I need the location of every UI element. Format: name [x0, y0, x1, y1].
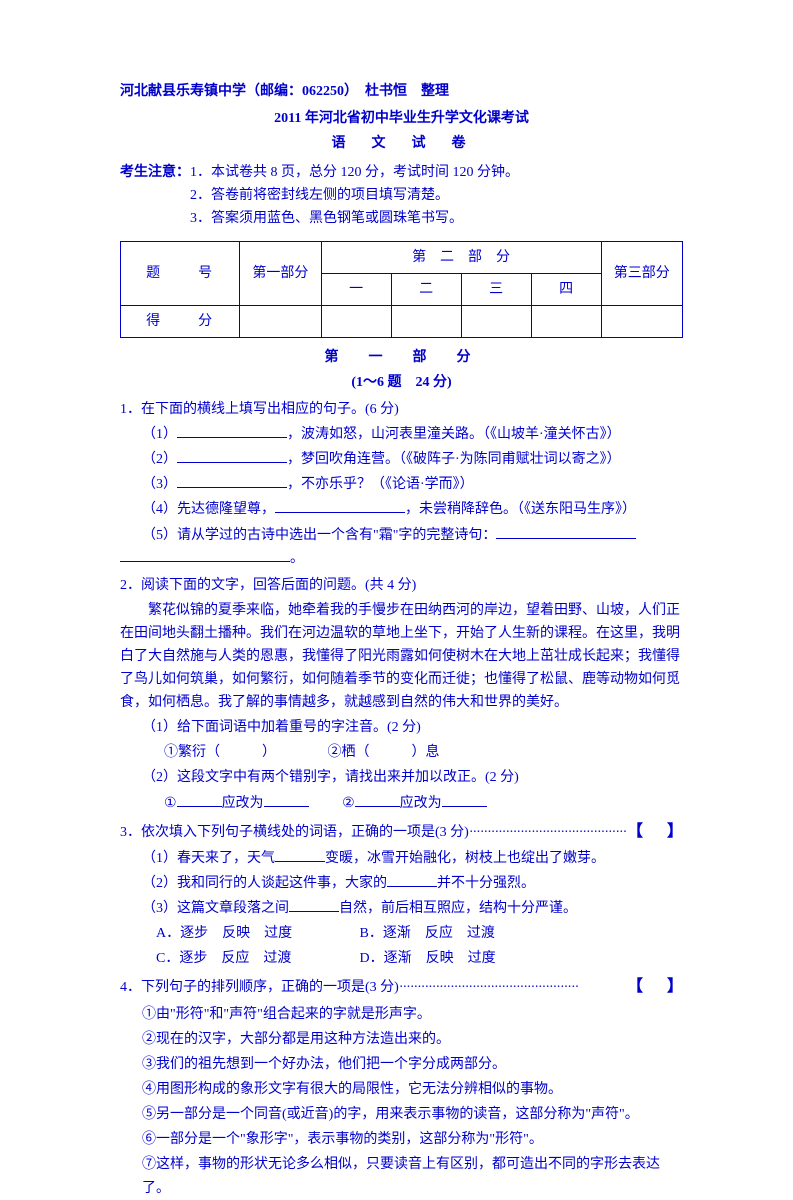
text: （4）先达德隆望尊， [142, 502, 275, 517]
q2-passage: 繁花似锦的夏季来临，她牵着我的手慢步在田纳西河的岸边，望着田野、山坡，人们正在田… [120, 599, 683, 714]
text: 变暖，冰雪开始融化，树枝上也绽出了嫩芽。 [325, 851, 605, 866]
exam-title: 2011 年河北省初中毕业生升学文化课考试 [120, 107, 683, 130]
text: ，波涛如怒，山河表里潼关路。（《山坡羊·潼关怀古》） [287, 427, 621, 442]
cell-part1: 第一部分 [240, 241, 321, 305]
q1-5-line2: 。 [120, 547, 683, 570]
bracket-right: 】 [667, 819, 683, 845]
blank[interactable] [496, 525, 636, 539]
text: ，不亦乐乎？（《论语·学而》） [287, 477, 474, 492]
q2-p2-opts: ① 应改为 ② 应改为 [120, 792, 683, 815]
cell-sub: 四 [531, 273, 601, 305]
notice-label: 考生注意： [120, 161, 190, 184]
q4: 4．下列句子的排列顺序，正确的一项是(3 分) ················… [120, 974, 683, 1000]
q4-s6: ⑥一部分是一个"象形字"，表示事物的类别，这部分称为"形符"。 [120, 1128, 683, 1151]
blank[interactable] [442, 793, 487, 807]
bracket-left: 【 [627, 974, 643, 1000]
text: ①繁衍（ ） [164, 741, 324, 764]
q3-opts-2: C．逐步 反应 过渡 D．逐渐 反映 过度 [120, 947, 683, 970]
q4-s7: ⑦这样，事物的形状无论多么相似，只要读音上有区别，都可造出不同的字形去表达了。 [120, 1153, 683, 1199]
q4-s3: ③我们的祖先想到一个好办法，他们把一个字分成两部分。 [120, 1053, 683, 1076]
q4-s4: ④用图形构成的象形文字有很大的局限性，它无法分辨相似的事物。 [120, 1078, 683, 1101]
blank[interactable] [120, 548, 290, 562]
dots: ········································… [399, 976, 627, 999]
exam-subject: 语 文 试 卷 [120, 132, 683, 155]
cell-sub: 三 [461, 273, 531, 305]
section-head: 第 一 部 分 [120, 346, 683, 369]
cell-blank [461, 305, 531, 337]
option-a: A．逐步 反映 过度 [156, 922, 356, 945]
option-c: C．逐步 反应 过渡 [156, 947, 356, 970]
blank[interactable] [289, 898, 339, 912]
q3-1: （1）春天来了，天气 变暖，冰雪开始融化，树枝上也绽出了嫩芽。 [120, 847, 683, 870]
text: 应改为 [400, 796, 442, 811]
blank[interactable] [264, 793, 309, 807]
q3-stem: 3．依次填入下列句子横线处的词语，正确的一项是(3 分) [120, 821, 469, 844]
q2-p2: （2）这段文字中有两个错别字，请找出来并加以改正。(2 分) [120, 766, 683, 789]
cell-label: 题 号 [121, 241, 240, 305]
text: （1）春天来了，天气 [142, 851, 275, 866]
option-b: B．逐渐 反应 过渡 [360, 922, 560, 945]
q1-1: （1），波涛如怒，山河表里潼关路。（《山坡羊·潼关怀古》） [120, 423, 683, 446]
table-row: 得 分 [121, 305, 683, 337]
cell-sub: 二 [391, 273, 461, 305]
cell-sub: 一 [321, 273, 391, 305]
text: 并不十分强烈。 [437, 876, 535, 891]
q4-stem: 4．下列句子的排列顺序，正确的一项是(3 分) [120, 976, 399, 999]
cell-part2: 第 二 部 分 [321, 241, 601, 273]
blank[interactable] [177, 424, 287, 438]
blank[interactable] [275, 848, 325, 862]
text: （2）我和同行的人谈起这件事，大家的 [142, 876, 387, 891]
cell-blank [391, 305, 461, 337]
notice-item: 1．本试卷共 8 页，总分 120 分，考试时间 120 分钟。 [190, 161, 519, 184]
blank[interactable] [355, 793, 400, 807]
q1-3: （3），不亦乐乎？（《论语·学而》） [120, 473, 683, 496]
q4-s5: ⑤另一部分是一个同音(或近音)的字，用来表示事物的读音，这部分称为"声符"。 [120, 1103, 683, 1126]
section-sub: (1～6 题 24 分) [120, 371, 683, 394]
text: 应改为 [222, 796, 264, 811]
q1-4: （4）先达德隆望尊， ，未尝稍降辞色。（《送东阳马生序》） [120, 498, 683, 521]
q3-2: （2）我和同行的人谈起这件事，大家的 并不十分强烈。 [120, 872, 683, 895]
dots: ········································… [469, 821, 627, 844]
table-row: 题 号 第一部分 第 二 部 分 第三部分 [121, 241, 683, 273]
text: ① [164, 796, 177, 811]
cell-score-label: 得 分 [121, 305, 240, 337]
bracket-left: 【 [627, 819, 643, 845]
q1-5: （5）请从学过的古诗中选出一个含有"霜"字的完整诗句： [120, 524, 683, 547]
q2-p1-opts: ①繁衍（ ） ②栖（ ）息 [120, 741, 683, 764]
q3: 3．依次填入下列句子横线处的词语，正确的一项是(3 分) ···········… [120, 819, 683, 845]
blank[interactable] [275, 499, 405, 513]
option-d: D．逐渐 反映 过度 [360, 947, 560, 970]
q2-p1: （1）给下面词语中加着重号的字注音。(2 分) [120, 716, 683, 739]
q4-s1: ①由"形符"和"声符"组合起来的字就是形声字。 [120, 1003, 683, 1026]
cell-part3: 第三部分 [601, 241, 682, 305]
cell-blank [240, 305, 321, 337]
notice-block: 考生注意： 1．本试卷共 8 页，总分 120 分，考试时间 120 分钟。 2… [120, 161, 683, 230]
school-header: 河北献县乐寿镇中学（邮编：062250） 杜书恒 整理 [120, 80, 683, 103]
text: ，梦回吹角连营。（《破阵子·为陈同甫赋壮词以寄之》） [287, 452, 621, 467]
text: ② [342, 796, 355, 811]
cell-blank [531, 305, 601, 337]
cell-blank [321, 305, 391, 337]
text: ，未尝稍降辞色。（《送东阳马生序》） [405, 502, 636, 517]
score-table: 题 号 第一部分 第 二 部 分 第三部分 一 二 三 四 得 分 [120, 241, 683, 338]
q1-stem: 1．在下面的横线上填写出相应的句子。(6 分) [120, 398, 683, 421]
notice-item: 2．答卷前将密封线左侧的项目填写清楚。 [120, 184, 683, 207]
text: 自然，前后相互照应，结构十分严谨。 [339, 901, 577, 916]
q2-stem: 2．阅读下面的文字，回答后面的问题。(共 4 分) [120, 574, 683, 597]
blank[interactable] [177, 449, 287, 463]
q1-2: （2），梦回吹角连营。（《破阵子·为陈同甫赋壮词以寄之》） [120, 448, 683, 471]
q3-3: （3）这篇文章段落之间 自然，前后相互照应，结构十分严谨。 [120, 897, 683, 920]
cell-blank [601, 305, 682, 337]
text: （3）这篇文章段落之间 [142, 901, 289, 916]
text: ②栖（ ）息 [328, 745, 440, 760]
bracket-right: 】 [667, 974, 683, 1000]
notice-item: 3．答案须用蓝色、黑色钢笔或圆珠笔书写。 [120, 207, 683, 230]
q4-s2: ②现在的汉字，大部分都是用这种方法造出来的。 [120, 1028, 683, 1051]
text: （5）请从学过的古诗中选出一个含有"霜"字的完整诗句： [142, 528, 496, 543]
blank[interactable] [177, 793, 222, 807]
q3-opts-1: A．逐步 反映 过度 B．逐渐 反应 过渡 [120, 922, 683, 945]
blank[interactable] [177, 474, 287, 488]
blank[interactable] [387, 873, 437, 887]
